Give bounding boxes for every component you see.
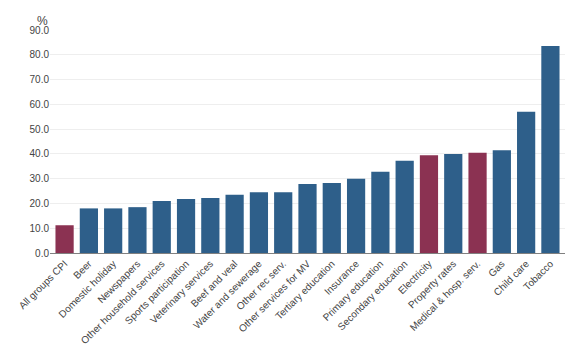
svg-text:Veterinary services: Veterinary services xyxy=(148,258,216,326)
svg-text:60.0: 60.0 xyxy=(30,99,50,110)
svg-text:Child care: Child care xyxy=(491,258,531,298)
svg-text:Beef and veal: Beef and veal xyxy=(189,258,240,309)
svg-text:Insurance: Insurance xyxy=(322,258,361,297)
svg-text:Other services for MV: Other services for MV xyxy=(236,258,312,334)
svg-text:0.0: 0.0 xyxy=(35,248,49,259)
svg-text:Gas: Gas xyxy=(486,258,507,279)
svg-text:Tobacco: Tobacco xyxy=(521,258,555,292)
svg-text:30.0: 30.0 xyxy=(30,173,50,184)
svg-text:Property rates: Property rates xyxy=(406,258,458,310)
svg-text:50.0: 50.0 xyxy=(30,124,50,135)
svg-text:20.0: 20.0 xyxy=(30,198,50,209)
svg-text:10.0: 10.0 xyxy=(30,223,50,234)
svg-text:70.0: 70.0 xyxy=(30,74,50,85)
svg-text:Electricity: Electricity xyxy=(396,258,434,296)
svg-text:Beer: Beer xyxy=(71,258,94,281)
svg-text:Secondary education: Secondary education xyxy=(335,258,409,332)
svg-text:Other rec serv.: Other rec serv. xyxy=(234,258,288,312)
svg-text:90.0: 90.0 xyxy=(30,25,50,36)
svg-text:Sports participation: Sports participation xyxy=(123,258,191,326)
svg-text:Newspapers: Newspapers xyxy=(95,258,142,305)
svg-text:40.0: 40.0 xyxy=(30,148,50,159)
svg-text:Water and sewerage: Water and sewerage xyxy=(191,258,264,331)
svg-text:Medical & hosp. serv.: Medical & hosp. serv. xyxy=(408,258,483,333)
svg-text:All groups CPI: All groups CPI xyxy=(17,258,70,311)
svg-text:80.0: 80.0 xyxy=(30,49,50,60)
svg-text:Tertiary education: Tertiary education xyxy=(273,258,337,322)
svg-text:Primary education: Primary education xyxy=(321,258,386,323)
svg-text:%: % xyxy=(37,14,48,28)
svg-text:Other household services: Other household services xyxy=(79,258,167,346)
svg-text:Domestic holiday: Domestic holiday xyxy=(56,258,118,320)
